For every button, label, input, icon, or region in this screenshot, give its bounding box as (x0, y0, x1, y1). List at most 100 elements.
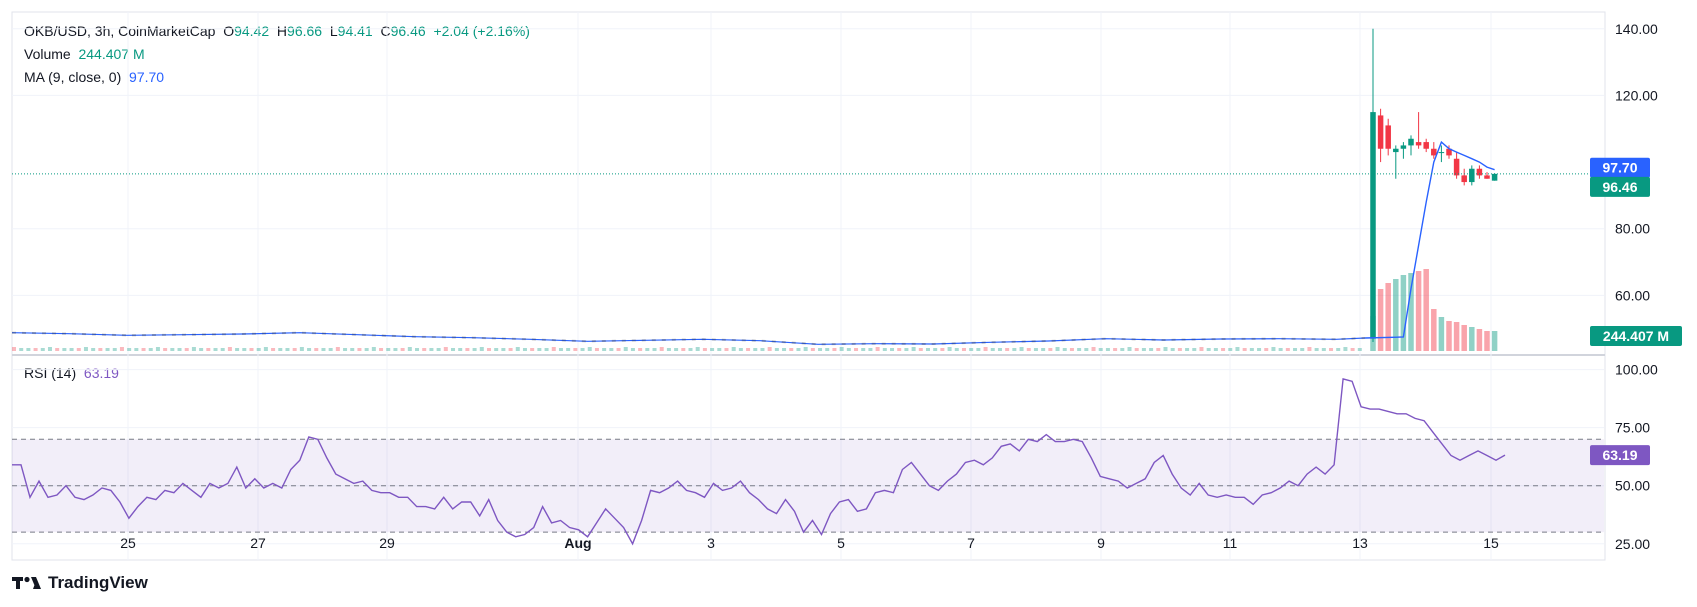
candle-body (1415, 142, 1422, 146)
volume-bar-history (976, 348, 981, 351)
volume-bar-history (1170, 348, 1175, 351)
volume-bar-history (1105, 348, 1110, 351)
low-value: 94.41 (337, 23, 373, 39)
volume-bar-history (271, 348, 276, 351)
volume-bar-history (1098, 348, 1103, 351)
volume-bar-history (940, 348, 945, 351)
price-tick-label: 120.00 (1615, 87, 1658, 103)
volume-bar-history (897, 348, 902, 351)
volume-bar-history (947, 347, 952, 351)
volume-bar-history (997, 348, 1002, 351)
rsi-value-badge-bg (1590, 445, 1650, 466)
candle-body (1469, 168, 1475, 183)
volume-bar-history (19, 348, 24, 351)
volume-bar-history (688, 348, 693, 351)
volume-bar-history (335, 347, 340, 351)
candle-body (1400, 145, 1407, 149)
volume-bar-history (407, 347, 412, 351)
volume-bar-history (364, 348, 369, 351)
rsi-legend: RSI (14) 63.19 (24, 362, 119, 384)
volume-bar-history (573, 348, 578, 351)
volume-bar-history (1221, 348, 1226, 351)
tradingview-brand[interactable]: TradingView (12, 573, 148, 593)
candle-body (1377, 115, 1384, 149)
volume-bar-history (1041, 348, 1046, 351)
price-candles-history (11, 331, 1366, 346)
volume-bar-history (1242, 348, 1247, 351)
volume-bar-history (206, 348, 211, 351)
volume-bar (1377, 289, 1384, 351)
volume-bar-history (299, 347, 304, 351)
volume-bar-history (486, 348, 491, 351)
volume-bar-history (1026, 348, 1031, 351)
volume-bar-history (1307, 347, 1312, 351)
volume-bar-history (530, 348, 535, 351)
volume-bar-history (1228, 348, 1233, 351)
candle-body (1431, 148, 1437, 156)
close-value: 96.46 (390, 23, 426, 39)
rsi-line (12, 378, 1506, 546)
volume-bar-history (357, 348, 362, 351)
volume-bar-history (782, 348, 787, 351)
x-tick-label: 27 (250, 535, 266, 551)
volume-bar (1469, 327, 1475, 351)
volume-bar-history (479, 347, 484, 351)
volume-bar-history (227, 347, 232, 351)
volume-bar-history (674, 348, 679, 351)
volume-bar-history (285, 348, 290, 351)
volume-bar-history (1321, 348, 1326, 351)
volume-bar-history (314, 348, 319, 351)
volume-bar-history (767, 347, 772, 351)
candle-body (1385, 125, 1391, 149)
volume-bar-history (1156, 348, 1161, 351)
candle-body (1438, 152, 1445, 154)
price-tick-label: 80.00 (1615, 221, 1650, 237)
volume-bar (1491, 331, 1498, 351)
volume-bar-history (127, 348, 132, 351)
symbol-legend: OKB/USD, 3h, CoinMarketCap O94.42 H96.66… (24, 20, 530, 42)
volume-bar-history (26, 348, 31, 351)
volume-bar-history (350, 348, 355, 351)
volume-bar-history (249, 348, 254, 351)
ma-legend: MA (9, close, 0) 97.70 (24, 66, 164, 88)
volume-bar-history (12, 347, 16, 351)
candle-body (1461, 175, 1467, 183)
x-tick-label: 15 (1483, 535, 1499, 551)
volume-bar (1446, 321, 1452, 351)
volume-bar-history (983, 347, 988, 351)
volume-bar-history (69, 348, 74, 351)
volume-bar-history (379, 348, 384, 351)
last-price-badge-bg (1590, 176, 1650, 197)
volume-bar-history (566, 348, 571, 351)
volume-bar (1423, 269, 1429, 351)
volume-bar-history (242, 348, 247, 351)
volume-bar-history (321, 348, 326, 351)
volume-bar-history (652, 348, 657, 351)
x-tick-label: 9 (1097, 535, 1105, 551)
volume-bar-history (659, 347, 664, 351)
high-value: 96.66 (287, 23, 323, 39)
volume-bar-history (184, 348, 189, 351)
volume-bar-history (1206, 348, 1211, 351)
volume-bar-history (760, 348, 765, 351)
volume-bar-history (918, 348, 923, 351)
volume-bar-history (1235, 347, 1240, 351)
volume-bar-history (199, 348, 204, 351)
volume-bar-history (386, 348, 391, 351)
volume-bar-history (616, 348, 621, 351)
volume-bar-history (148, 348, 153, 351)
volume-bar-history (724, 348, 729, 351)
volume-bar (1385, 283, 1391, 351)
rsi-tick-label: 25.00 (1615, 536, 1650, 552)
volume-bar-history (1192, 348, 1197, 351)
volume-bar-history (119, 347, 124, 351)
close-label: C (380, 23, 391, 39)
volume-bar (1408, 273, 1414, 351)
volume-bar-history (1278, 348, 1283, 351)
volume-badge-bg (1590, 326, 1682, 346)
volume-bar-history (1091, 347, 1096, 351)
volume-bar-history (1048, 348, 1053, 351)
volume-bar-history (609, 348, 614, 351)
open-value: 94.42 (234, 23, 270, 39)
